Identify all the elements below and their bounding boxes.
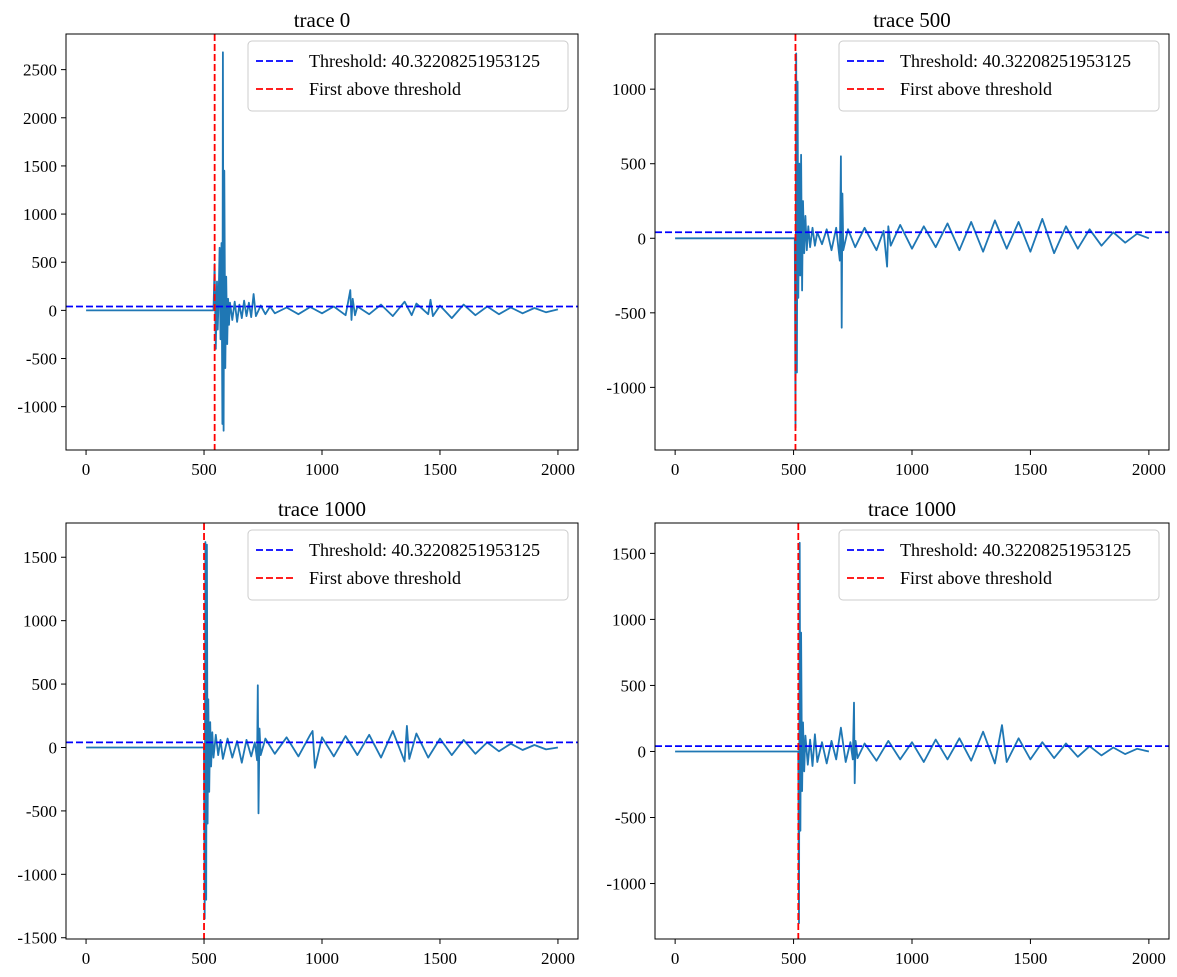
legend-box	[838, 529, 1160, 601]
legend-label: First above threshold	[309, 568, 461, 588]
series-line-0	[86, 51, 559, 432]
y-tick-label: 0	[638, 229, 647, 248]
y-tick-label: 2500	[23, 61, 57, 80]
x-tick-label: 0	[671, 460, 680, 479]
x-tick-label: 500	[781, 460, 807, 479]
series-line-0	[675, 52, 1150, 429]
legend-box	[247, 529, 569, 601]
series-line-0	[86, 541, 559, 920]
y-tick-label: -500	[26, 802, 57, 821]
y-tick-label: 1000	[612, 80, 646, 99]
x-tick-label: 2000	[1132, 460, 1166, 479]
y-tick-label: -1000	[17, 865, 57, 884]
chart-title: trace 500	[873, 8, 951, 32]
y-tick-label: 1500	[612, 544, 646, 563]
y-tick-label: 0	[49, 738, 58, 757]
legend-box	[838, 40, 1160, 112]
series-line-0	[675, 541, 1150, 925]
x-tick-label: 1500	[1013, 460, 1047, 479]
y-tick-label: 0	[49, 301, 58, 320]
chart-title: trace 1000	[278, 497, 366, 521]
y-tick-label: 1000	[23, 205, 57, 224]
y-tick-label: -500	[615, 809, 646, 828]
legend-label: First above threshold	[900, 79, 1052, 99]
chart-panel-2: trace 1000 0 500 1000 1500 2000 -1500 -1000 -500…	[17, 497, 579, 968]
legend-label: Threshold: 40.32208251953125	[309, 540, 540, 560]
chart-panel-0: trace 0 0 500 1000 1500 2000 -1000 -500 0 500 1000…	[17, 8, 579, 479]
x-tick-label: 1000	[305, 460, 339, 479]
x-tick-label: 500	[191, 949, 217, 968]
y-tick-label: 2000	[23, 109, 57, 128]
x-tick-label: 2000	[541, 460, 575, 479]
chart-panel-3: trace 1000 0 500 1000 1500 2000 -1000 -500 0 500 1…	[606, 497, 1170, 968]
y-tick-label: 500	[621, 155, 647, 174]
y-tick-label: 0	[638, 742, 647, 761]
x-tick-label: 1500	[423, 460, 457, 479]
y-tick-label: -1000	[17, 398, 57, 417]
chart-panel-1: trace 500 0 500 1000 1500 2000 -1000 -500 0 500 10…	[606, 8, 1170, 479]
x-tick-label: 0	[82, 949, 91, 968]
y-tick-label: 500	[32, 675, 58, 694]
x-tick-label: 500	[191, 460, 217, 479]
y-tick-label: 1000	[612, 610, 646, 629]
chart-title: trace 0	[294, 8, 351, 32]
x-tick-label: 0	[82, 460, 91, 479]
x-tick-label: 1000	[895, 460, 929, 479]
x-tick-label: 1000	[305, 949, 339, 968]
y-tick-label: 1000	[23, 612, 57, 631]
y-tick-label: 1500	[23, 548, 57, 567]
x-tick-label: 2000	[541, 949, 575, 968]
y-tick-label: -1000	[606, 875, 646, 894]
legend-label: Threshold: 40.32208251953125	[309, 51, 540, 71]
x-tick-label: 2000	[1132, 949, 1166, 968]
x-tick-label: 1000	[895, 949, 929, 968]
legend-label: Threshold: 40.32208251953125	[900, 540, 1131, 560]
x-tick-label: 0	[671, 949, 680, 968]
legend-label: Threshold: 40.32208251953125	[900, 51, 1131, 71]
y-tick-label: -1500	[17, 929, 57, 948]
legend-label: First above threshold	[900, 568, 1052, 588]
y-tick-label: 500	[32, 253, 58, 272]
chart-title: trace 1000	[868, 497, 956, 521]
legend-box	[247, 40, 569, 112]
x-tick-label: 500	[781, 949, 807, 968]
y-tick-label: -1000	[606, 378, 646, 397]
y-tick-label: -500	[26, 350, 57, 369]
y-tick-label: -500	[615, 304, 646, 323]
x-tick-label: 1500	[423, 949, 457, 968]
y-tick-label: 1500	[23, 157, 57, 176]
legend-label: First above threshold	[309, 79, 461, 99]
x-tick-label: 1500	[1013, 949, 1047, 968]
y-tick-label: 500	[621, 676, 647, 695]
